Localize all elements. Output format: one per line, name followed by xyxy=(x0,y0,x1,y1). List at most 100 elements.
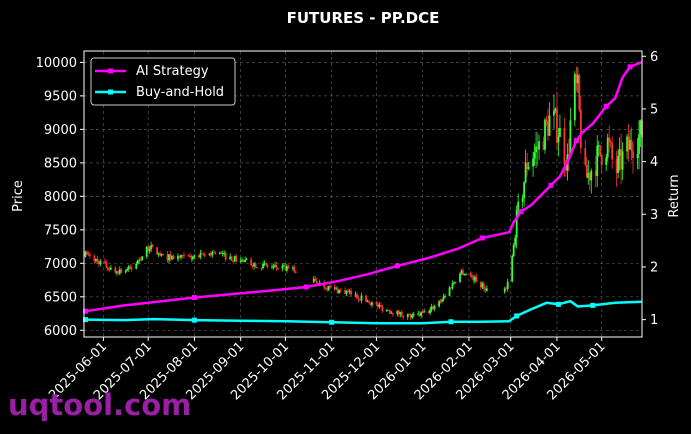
candle-body xyxy=(385,310,388,312)
candle-body xyxy=(472,276,475,281)
candle-body xyxy=(599,145,602,156)
candle-body xyxy=(459,273,461,283)
candle-body xyxy=(523,182,526,198)
y-tick-label: 6000 xyxy=(44,324,77,339)
candle-body xyxy=(482,283,485,290)
candle-body xyxy=(369,302,372,306)
y2-tick-label: 5 xyxy=(650,102,658,117)
candle-body xyxy=(632,151,634,159)
candle-body xyxy=(291,267,294,269)
candle-body xyxy=(597,145,600,147)
candle-body xyxy=(329,285,332,287)
candle-body xyxy=(538,141,540,150)
candle-body xyxy=(147,246,150,251)
candle-body xyxy=(262,263,264,269)
series-marker xyxy=(514,313,520,319)
candle-body xyxy=(444,295,446,297)
candle-body xyxy=(229,256,232,260)
candle-body xyxy=(590,170,593,181)
candle-body xyxy=(181,254,184,256)
y-axis-label: Price xyxy=(11,180,26,212)
candle-body xyxy=(432,306,435,309)
candle-body xyxy=(180,254,182,258)
candle-body xyxy=(567,154,570,156)
y2-tick-label: 4 xyxy=(650,155,658,170)
candle-body xyxy=(412,314,415,316)
candle-body xyxy=(600,155,603,166)
candle-body xyxy=(421,311,424,313)
candle-body xyxy=(277,267,279,269)
candle-body xyxy=(547,121,549,136)
candle-body xyxy=(223,252,226,254)
watermark: uqtool.com xyxy=(8,388,192,422)
candle-body xyxy=(357,298,360,300)
candle-body xyxy=(526,162,529,170)
candle-body xyxy=(390,312,393,314)
candle-body xyxy=(573,74,576,121)
candle-body xyxy=(596,145,599,176)
candle-body xyxy=(136,260,139,264)
candle-body xyxy=(396,310,399,315)
candle-body xyxy=(95,258,97,262)
candle-body xyxy=(579,109,582,149)
candle-body xyxy=(157,253,160,255)
candle-body xyxy=(293,267,296,272)
candle-body xyxy=(221,253,224,255)
candle-body xyxy=(544,119,546,150)
candle-body xyxy=(193,255,196,257)
candle-body xyxy=(375,302,378,304)
candle-body xyxy=(284,265,287,271)
candle-body xyxy=(377,303,379,307)
candle-body xyxy=(235,256,238,262)
candle-body xyxy=(427,311,430,314)
candle-body xyxy=(99,261,102,265)
candle-body xyxy=(588,173,591,181)
candle-body xyxy=(335,288,338,290)
candle-body xyxy=(202,253,205,255)
candle-body xyxy=(242,259,245,262)
candle-body xyxy=(451,283,454,289)
series-marker xyxy=(573,138,579,144)
candle-body xyxy=(381,306,384,311)
candle-body xyxy=(124,270,127,273)
candle-body xyxy=(314,278,317,281)
candle-body xyxy=(380,305,382,307)
candle-body xyxy=(620,149,623,170)
candle-body xyxy=(151,245,154,248)
candle-body xyxy=(333,286,336,289)
candle-body xyxy=(168,254,170,261)
candle-body xyxy=(114,267,117,273)
candle-body xyxy=(387,310,390,312)
candle-body xyxy=(172,256,175,260)
candle-body xyxy=(430,306,433,310)
candle-body xyxy=(553,110,555,116)
candle-body xyxy=(475,276,478,283)
candle-body xyxy=(532,158,534,167)
series-marker xyxy=(82,308,88,314)
y2-tick-label: 1 xyxy=(650,313,658,328)
candle-body xyxy=(356,294,358,299)
candle-body xyxy=(545,119,548,122)
candle-body xyxy=(130,268,133,270)
series-marker xyxy=(479,235,485,241)
candle-body xyxy=(460,270,463,274)
candle-body xyxy=(423,311,426,313)
candle-body xyxy=(533,152,536,159)
candle-body xyxy=(347,291,349,293)
candle-body xyxy=(505,288,508,290)
series-marker xyxy=(518,209,524,215)
y-tick-label: 7500 xyxy=(44,223,77,238)
legend-label-ai-strategy: AI Strategy xyxy=(136,64,209,79)
candle-body xyxy=(609,141,612,144)
candle-body xyxy=(260,267,263,269)
candle-body xyxy=(109,267,112,270)
candle-body xyxy=(469,273,472,275)
candle-body xyxy=(218,252,221,254)
series-marker xyxy=(303,284,309,290)
series-marker xyxy=(191,294,197,300)
candle-body xyxy=(344,290,346,294)
candle-body xyxy=(87,253,90,255)
plot-frame xyxy=(83,50,643,338)
candle-body xyxy=(294,271,297,273)
candle-body xyxy=(627,136,630,150)
